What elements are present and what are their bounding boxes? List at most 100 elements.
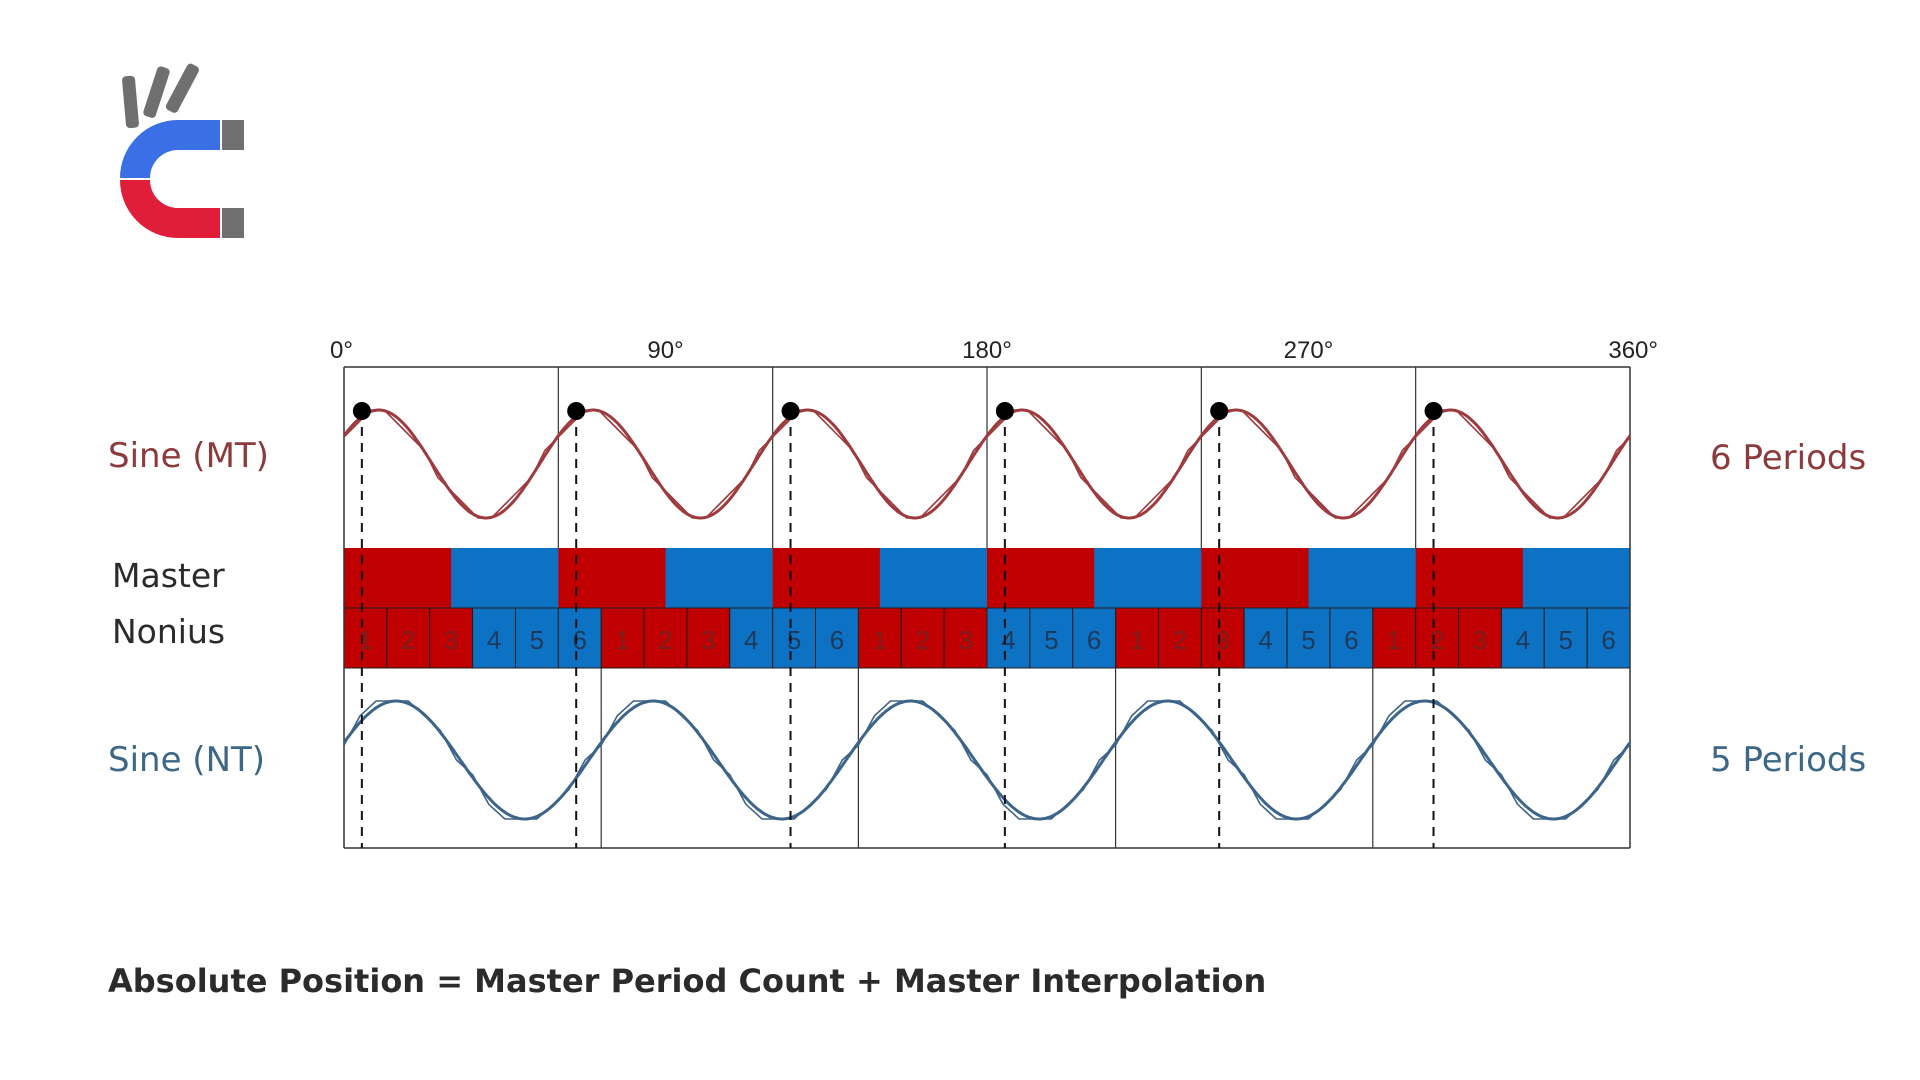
master-segment: [772, 548, 881, 608]
nonius-cell-number: 6: [830, 625, 844, 655]
nonius-cell-number: 2: [1430, 625, 1444, 655]
sample-point: [995, 402, 1014, 420]
nonius-cell-number: 5: [787, 625, 801, 655]
nonius-cell: [1029, 607, 1074, 669]
nonius-cell: [343, 607, 388, 669]
nonius-cell-number: 5: [1044, 625, 1058, 655]
nonius-cell-number: 4: [1258, 625, 1272, 655]
nonius-cell-number: 6: [1601, 625, 1615, 655]
sine-curves: [342, 408, 1632, 821]
nonius-cell: [643, 607, 688, 669]
nonius-cell: [1500, 607, 1545, 669]
nonius-cell-number: 3: [958, 625, 972, 655]
nonius-cell: [857, 607, 902, 669]
master-segment: [1415, 548, 1524, 608]
sample-point: [567, 402, 586, 420]
magnet-pole-bottom: [222, 208, 244, 238]
nonius-cell: [1115, 607, 1159, 669]
master-segment: [1522, 548, 1631, 608]
master-segment: [987, 548, 1095, 608]
master-track: [344, 548, 1631, 608]
nonius-cell-number: 5: [1301, 625, 1315, 655]
nonius-label: Nonius: [112, 612, 226, 651]
sample-point: [781, 402, 800, 420]
master-segment: [558, 548, 666, 608]
sample-point: [352, 402, 371, 420]
nonius-cell: [986, 607, 1031, 669]
nonius-cell: [772, 607, 817, 669]
nonius-cell-number: 5: [530, 625, 544, 655]
nonius-cell-number: 1: [873, 625, 887, 655]
nonius-cell-number: 4: [487, 625, 501, 655]
nonius-cell: [943, 607, 988, 669]
sine-nt-label: Sine (NT): [108, 740, 266, 780]
nonius-cell-number: 1: [615, 625, 629, 655]
nonius-cell: [1372, 607, 1417, 669]
nonius-cell-number: 6: [573, 625, 587, 655]
angle-tick-label: 270°: [1284, 337, 1334, 364]
nonius-cell-number: 3: [1216, 625, 1230, 655]
magnet-hand-logo: [120, 63, 244, 238]
master-segment: [344, 548, 452, 608]
master-segment: [1201, 548, 1309, 608]
nonius-cell-number: 4: [1516, 625, 1530, 655]
master-label: Master: [112, 556, 225, 595]
nonius-cell-number: 1: [358, 625, 372, 655]
nonius-cell: [1415, 607, 1460, 669]
sine-mt-curve: [342, 408, 1632, 520]
nonius-cell: [900, 607, 945, 669]
nonius-cell: [1543, 607, 1588, 669]
nonius-cell-number: 1: [1387, 625, 1401, 655]
nonius-cell-number: 3: [701, 625, 715, 655]
nonius-cell: [815, 607, 859, 669]
angle-tick-label: 180°: [962, 337, 1012, 364]
sine-nt-curve: [342, 699, 1632, 821]
nonius-cell: [600, 607, 645, 669]
diagram-frame: [343, 366, 1631, 849]
angle-tick-label: 360°: [1608, 337, 1658, 364]
magnet-red-half: [120, 180, 220, 238]
nonius-cell: [1586, 607, 1631, 669]
nonius-cell-number: 3: [444, 625, 458, 655]
master-segment: [1308, 548, 1417, 608]
nonius-cell-number: 1: [1130, 625, 1144, 655]
nonius-cell-number: 5: [1558, 625, 1572, 655]
sine-nt-approx-curve: [343, 700, 1631, 820]
sine-mt-label: Sine (MT): [108, 436, 269, 476]
nonius-cell-number: 2: [1173, 625, 1187, 655]
nonius-cell-number: 2: [915, 625, 929, 655]
nonius-cell: [686, 607, 731, 669]
magnet-blue-half: [120, 120, 220, 178]
magnet-pole-top: [222, 120, 244, 150]
nonius-cell-number: 6: [1087, 625, 1101, 655]
angle-tick-labels: 0° 90° 180° 270° 360°: [330, 337, 1658, 364]
absolute-position-formula: Absolute Position = Master Period Count …: [108, 962, 1267, 1000]
nt-periods-label: 5 Periods: [1710, 740, 1867, 780]
nonius-cell-number: 6: [1344, 625, 1358, 655]
nonius-cell: [472, 607, 516, 669]
angle-tick-label: 0°: [330, 337, 353, 364]
master-segment: [451, 548, 559, 608]
nonius-cell-number: 4: [1001, 625, 1015, 655]
dashed-markers: [352, 402, 1443, 848]
sine-mt-approx-curve: [343, 409, 1631, 519]
nonius-cell: [1200, 607, 1245, 669]
nonius-cell-number: 2: [401, 625, 415, 655]
nonius-cell-number: 2: [658, 625, 672, 655]
nonius-cell: [1072, 607, 1117, 669]
nonius-cell: [1329, 607, 1374, 669]
nonius-cell: [1458, 607, 1502, 669]
sample-point: [1424, 402, 1443, 420]
finger-icons: [122, 63, 199, 129]
master-segment: [1094, 548, 1202, 608]
nonius-cell-number: 4: [744, 625, 758, 655]
mt-periods-label: 6 Periods: [1710, 438, 1867, 478]
nonius-cell-number: 3: [1473, 625, 1487, 655]
master-segment: [665, 548, 774, 608]
sample-point: [1210, 402, 1229, 420]
master-segment: [879, 548, 988, 608]
nonius-cell: [1243, 607, 1288, 669]
angle-tick-label: 90°: [647, 337, 683, 364]
